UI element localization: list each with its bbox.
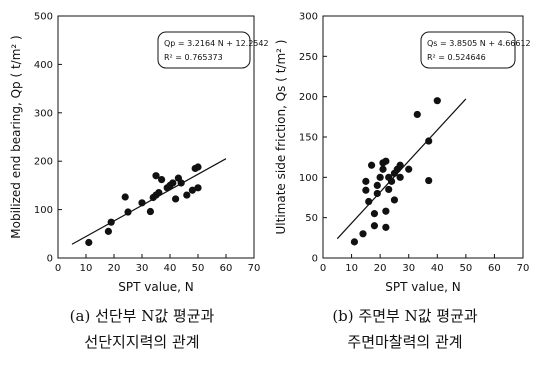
data-point	[107, 218, 115, 226]
data-point	[379, 165, 387, 173]
data-point	[365, 197, 373, 206]
y-tick-label: 0	[47, 254, 53, 265]
y-tick-label: 500	[34, 12, 53, 23]
regression-line	[336, 98, 467, 240]
data-point	[362, 186, 370, 194]
data-point	[433, 97, 441, 105]
r-squared-text: R² = 0.765373	[164, 53, 223, 62]
data-point	[367, 161, 376, 169]
x-tick-label: 0	[55, 263, 61, 274]
data-point	[373, 189, 381, 198]
y-axis-label: Ultimate side friction, Qs ( t/m² )	[274, 40, 288, 235]
data-point	[370, 222, 379, 230]
data-point	[382, 207, 390, 215]
data-point	[396, 173, 404, 181]
data-point	[104, 227, 112, 235]
x-axis-label: SPT value, N	[118, 280, 193, 294]
data-point	[188, 186, 196, 194]
data-point	[194, 184, 202, 192]
equation-text: Qs = 3.8505 N + 4.66612	[427, 39, 531, 48]
y-axis-label: Mobilized end bearing, Qp ( t/m² )	[9, 35, 23, 238]
y-tick-label: 100	[34, 205, 53, 216]
data-point	[146, 207, 154, 216]
y-tick-label: 0	[312, 254, 318, 265]
y-tick-label: 100	[299, 173, 318, 184]
data-point	[413, 110, 421, 119]
caption-a-line1: (a) 선단부 N값 평균과	[69, 307, 215, 325]
x-tick-label: 0	[320, 263, 326, 274]
data-point	[138, 199, 146, 207]
data-point	[183, 191, 191, 199]
data-point	[382, 157, 390, 165]
data-point	[152, 172, 160, 180]
caption-a-line2: 선단지지력의 관계	[84, 333, 200, 351]
data-point	[194, 163, 202, 171]
data-point	[85, 238, 93, 247]
plot-frame	[57, 15, 255, 259]
equation-box	[420, 31, 516, 69]
caption-b-line1: (b) 주면부 N값 평균과	[332, 307, 478, 325]
y-tick-label: 300	[299, 12, 318, 23]
data-point	[169, 179, 177, 187]
data-point	[155, 189, 163, 197]
y-tick-label: 300	[34, 108, 53, 119]
x-tick-label: 20	[374, 263, 387, 274]
data-point	[425, 176, 433, 185]
data-point	[350, 238, 359, 246]
y-tick-label: 200	[299, 92, 318, 103]
data-point	[158, 175, 166, 184]
x-tick-label: 70	[248, 263, 261, 274]
caption-b: (b) 주면부 N값 평균과 주면마찰력의 관계	[285, 303, 525, 355]
data-point	[385, 185, 393, 194]
x-axis-label: SPT value, N	[385, 280, 460, 294]
data-point	[373, 181, 381, 189]
data-point	[376, 173, 384, 181]
y-tick-label: 150	[299, 133, 318, 144]
data-point	[124, 208, 132, 216]
x-tick-label: 60	[220, 263, 233, 274]
y-tick-label: 50	[305, 213, 318, 224]
caption-a: (a) 선단부 N값 평균과 선단지지력의 관계	[22, 303, 262, 355]
data-point	[387, 177, 396, 185]
regression-line	[71, 158, 227, 245]
data-point	[382, 223, 390, 231]
data-point	[425, 137, 433, 145]
equation-box	[157, 31, 251, 69]
y-tick-label: 400	[34, 60, 53, 71]
data-point	[390, 196, 399, 204]
data-point	[172, 195, 180, 203]
x-tick-label: 10	[345, 263, 358, 274]
data-point	[177, 179, 185, 187]
x-tick-label: 10	[80, 263, 93, 274]
caption-b-line2: 주면마찰력의 관계	[347, 333, 463, 351]
data-point	[405, 165, 413, 173]
data-point	[362, 177, 370, 185]
data-point	[370, 210, 379, 218]
x-tick-label: 30	[136, 263, 149, 274]
data-point	[359, 230, 367, 238]
equation-text: Qp = 3.2164 N + 12.2542	[164, 39, 269, 48]
x-tick-label: 40	[164, 263, 177, 274]
y-tick-label: 250	[299, 52, 318, 63]
x-tick-label: 40	[431, 263, 444, 274]
x-tick-label: 30	[402, 263, 415, 274]
data-point	[396, 161, 404, 169]
x-tick-label: 50	[192, 263, 205, 274]
x-tick-label: 50	[459, 263, 472, 274]
y-tick-label: 200	[34, 157, 53, 168]
data-point	[121, 193, 129, 201]
x-tick-label: 70	[517, 263, 530, 274]
x-tick-label: 60	[488, 263, 501, 274]
x-tick-label: 20	[108, 263, 121, 274]
r-squared-text: R² = 0.524646	[427, 53, 486, 62]
